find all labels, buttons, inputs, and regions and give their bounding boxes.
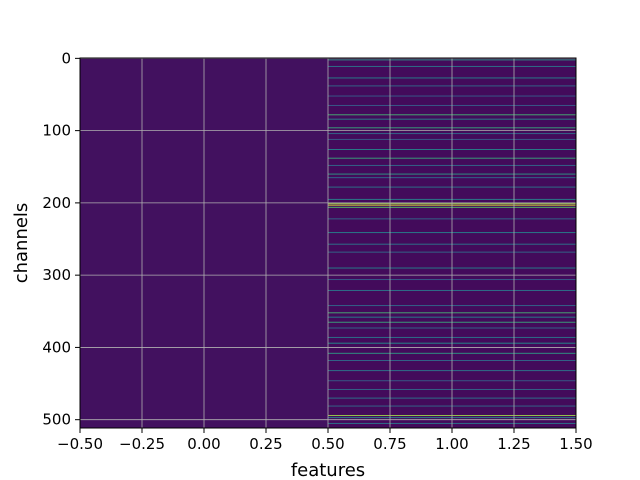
x-tick-label: 0.75 <box>373 435 406 453</box>
y-tick-label: 200 <box>42 194 71 212</box>
y-axis-label: channels <box>11 203 32 284</box>
y-tick-label: 100 <box>42 122 71 140</box>
y-tick-label: 300 <box>42 266 71 284</box>
x-tick-label: 0.00 <box>187 435 220 453</box>
x-tick-label: 0.50 <box>311 435 344 453</box>
x-axis-label: features <box>291 460 365 480</box>
plot-area <box>79 57 577 429</box>
y-tick-label: 0 <box>61 49 71 67</box>
x-tick-label: −0.25 <box>119 435 165 453</box>
x-tick-label: 1.50 <box>559 435 592 453</box>
x-tick-label: 0.25 <box>249 435 282 453</box>
y-tick-label: 500 <box>42 411 71 429</box>
y-tick-label: 400 <box>42 338 71 356</box>
x-tick-label: 1.25 <box>497 435 530 453</box>
x-tick-label: −0.50 <box>57 435 103 453</box>
x-axis: −0.50 −0.25 0.00 0.25 0.50 0.75 1.00 1.25 1.50 <box>57 428 593 453</box>
x-tick-label: 1.00 <box>435 435 468 453</box>
y-axis: 0 100 200 300 400 500 <box>42 49 80 429</box>
